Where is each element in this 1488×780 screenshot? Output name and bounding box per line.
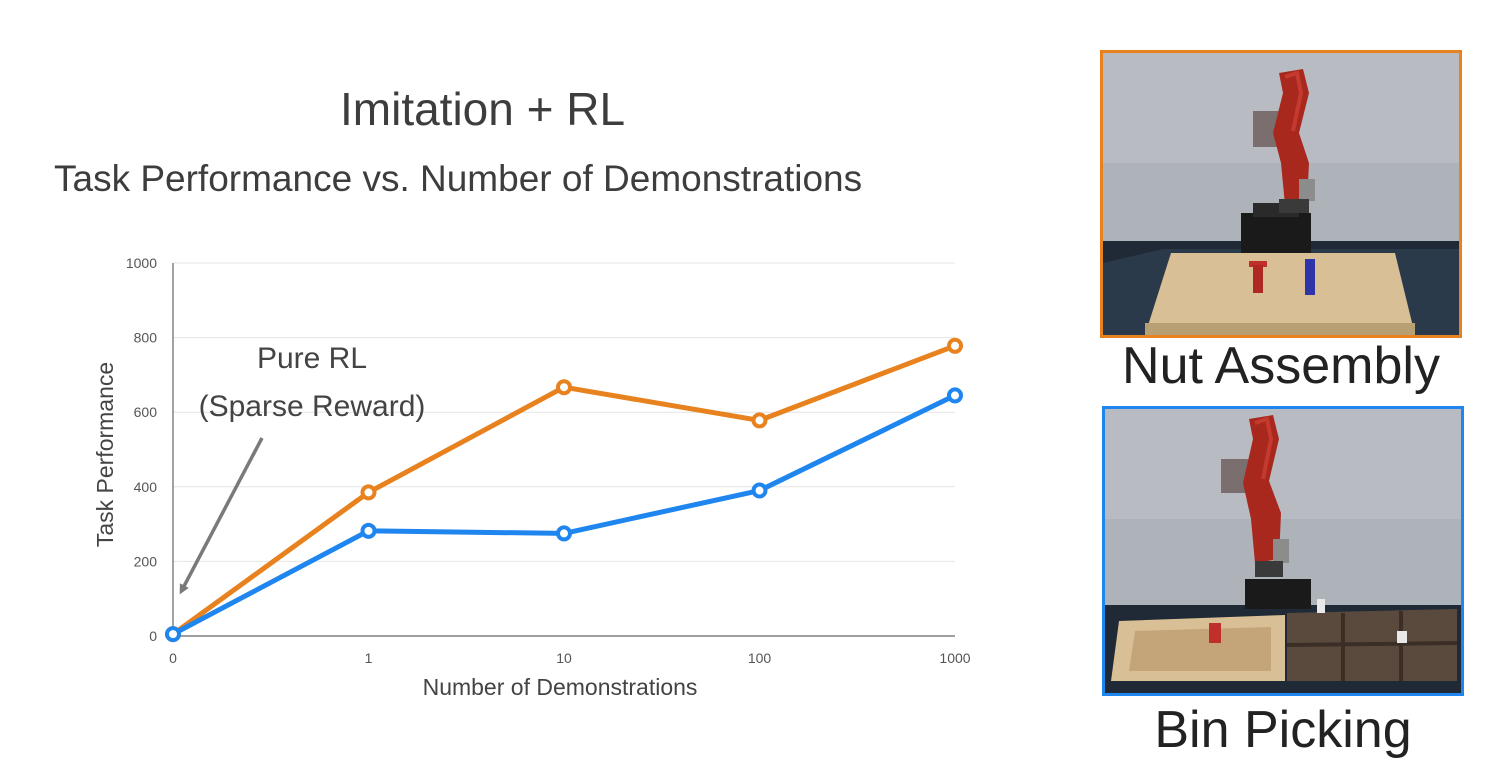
annotation-line-2: (Sparse Reward) <box>199 390 426 423</box>
robot-nut-assembly-scene <box>1103 53 1459 335</box>
x-tick-label: 1000 <box>939 650 970 666</box>
series-orange <box>165 337 963 643</box>
y-axis-title: Task Performance <box>92 362 118 547</box>
x-tick-label: 0 <box>169 650 177 666</box>
chart-subtitle: Task Performance vs. Number of Demonstra… <box>54 158 863 199</box>
y-tick-label: 1000 <box>126 255 157 271</box>
annotation-arrow <box>179 437 264 595</box>
robot-bin-picking-scene <box>1105 409 1461 693</box>
y-tick-label: 600 <box>134 404 158 420</box>
data-point <box>556 525 572 542</box>
y-tick-label: 400 <box>134 479 158 495</box>
bin-picking-label: Bin Picking <box>1154 701 1412 759</box>
x-tick-label: 1 <box>365 650 373 666</box>
data-point <box>360 522 377 539</box>
performance-chart: 0 200 400 600 800 1000 0 1 10 100 1000 Number of De… <box>92 255 971 700</box>
data-point <box>947 337 963 354</box>
y-tick-label: 0 <box>149 628 157 644</box>
data-point <box>165 626 181 643</box>
bin-picking-image <box>1102 406 1464 696</box>
y-tick-label: 200 <box>134 553 158 569</box>
chart-title: Imitation + RL <box>340 83 626 135</box>
series-line <box>171 393 957 637</box>
y-tick-label: 800 <box>134 330 158 346</box>
data-point <box>751 482 768 499</box>
x-tick-label: 100 <box>748 650 772 666</box>
nut-assembly-image <box>1100 50 1462 338</box>
x-tick-label: 10 <box>556 650 572 666</box>
nut-assembly-label: Nut Assembly <box>1122 337 1440 395</box>
series-blue <box>165 387 963 643</box>
x-axis-title: Number of Demonstrations <box>423 674 698 700</box>
data-point <box>947 387 963 404</box>
data-point <box>360 484 377 501</box>
data-point <box>751 412 768 429</box>
annotation-line-1: Pure RL <box>257 342 367 375</box>
data-point <box>556 379 572 396</box>
